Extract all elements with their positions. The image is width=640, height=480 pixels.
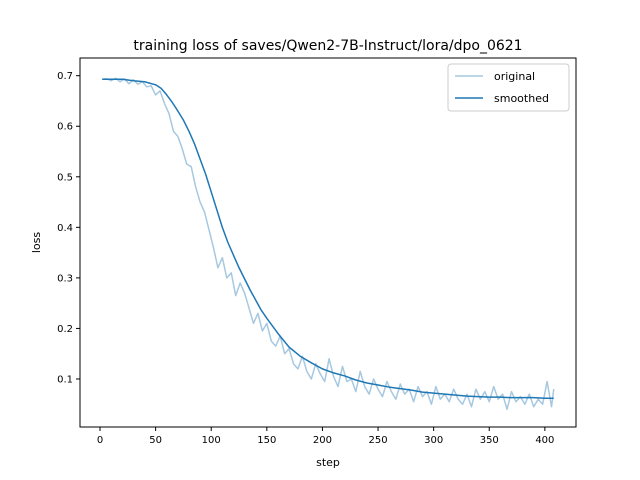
y-axis-label: loss [30, 232, 43, 254]
x-tick-label: 0 [97, 435, 103, 446]
y-tick-label: 0.1 [57, 374, 73, 385]
x-tick-label: 100 [202, 435, 221, 446]
x-tick-label: 350 [480, 435, 499, 446]
plot-lines [102, 77, 555, 411]
legend: original smoothed [447, 63, 570, 112]
series-line-original [102, 77, 555, 411]
y-axis: 0.1 0.2 0.3 0.4 0.5 0.6 0.7 [57, 71, 80, 385]
plot-frame [79, 57, 577, 428]
x-tick-label: 250 [368, 435, 387, 446]
x-tick-label: 50 [149, 435, 162, 446]
legend-label-original: original [494, 70, 535, 83]
series-line-smoothed [102, 78, 554, 399]
y-tick-label: 0.2 [57, 324, 73, 335]
legend-label-smoothed: smoothed [494, 92, 549, 105]
chart-title: training loss of saves/Qwen2-7B-Instruct… [133, 38, 522, 54]
x-tick-label: 300 [424, 435, 443, 446]
x-tick-label: 150 [257, 435, 276, 446]
y-tick-label: 0.5 [57, 172, 73, 183]
y-tick-label: 0.6 [57, 122, 73, 133]
x-axis: 0 50 100 150 200 250 300 350 400 [97, 427, 554, 446]
x-axis-label: step [316, 456, 340, 469]
y-tick-label: 0.4 [57, 223, 73, 234]
x-tick-label: 400 [535, 435, 554, 446]
y-tick-label: 0.7 [57, 71, 73, 82]
x-tick-label: 200 [313, 435, 332, 446]
y-tick-label: 0.3 [57, 273, 73, 284]
